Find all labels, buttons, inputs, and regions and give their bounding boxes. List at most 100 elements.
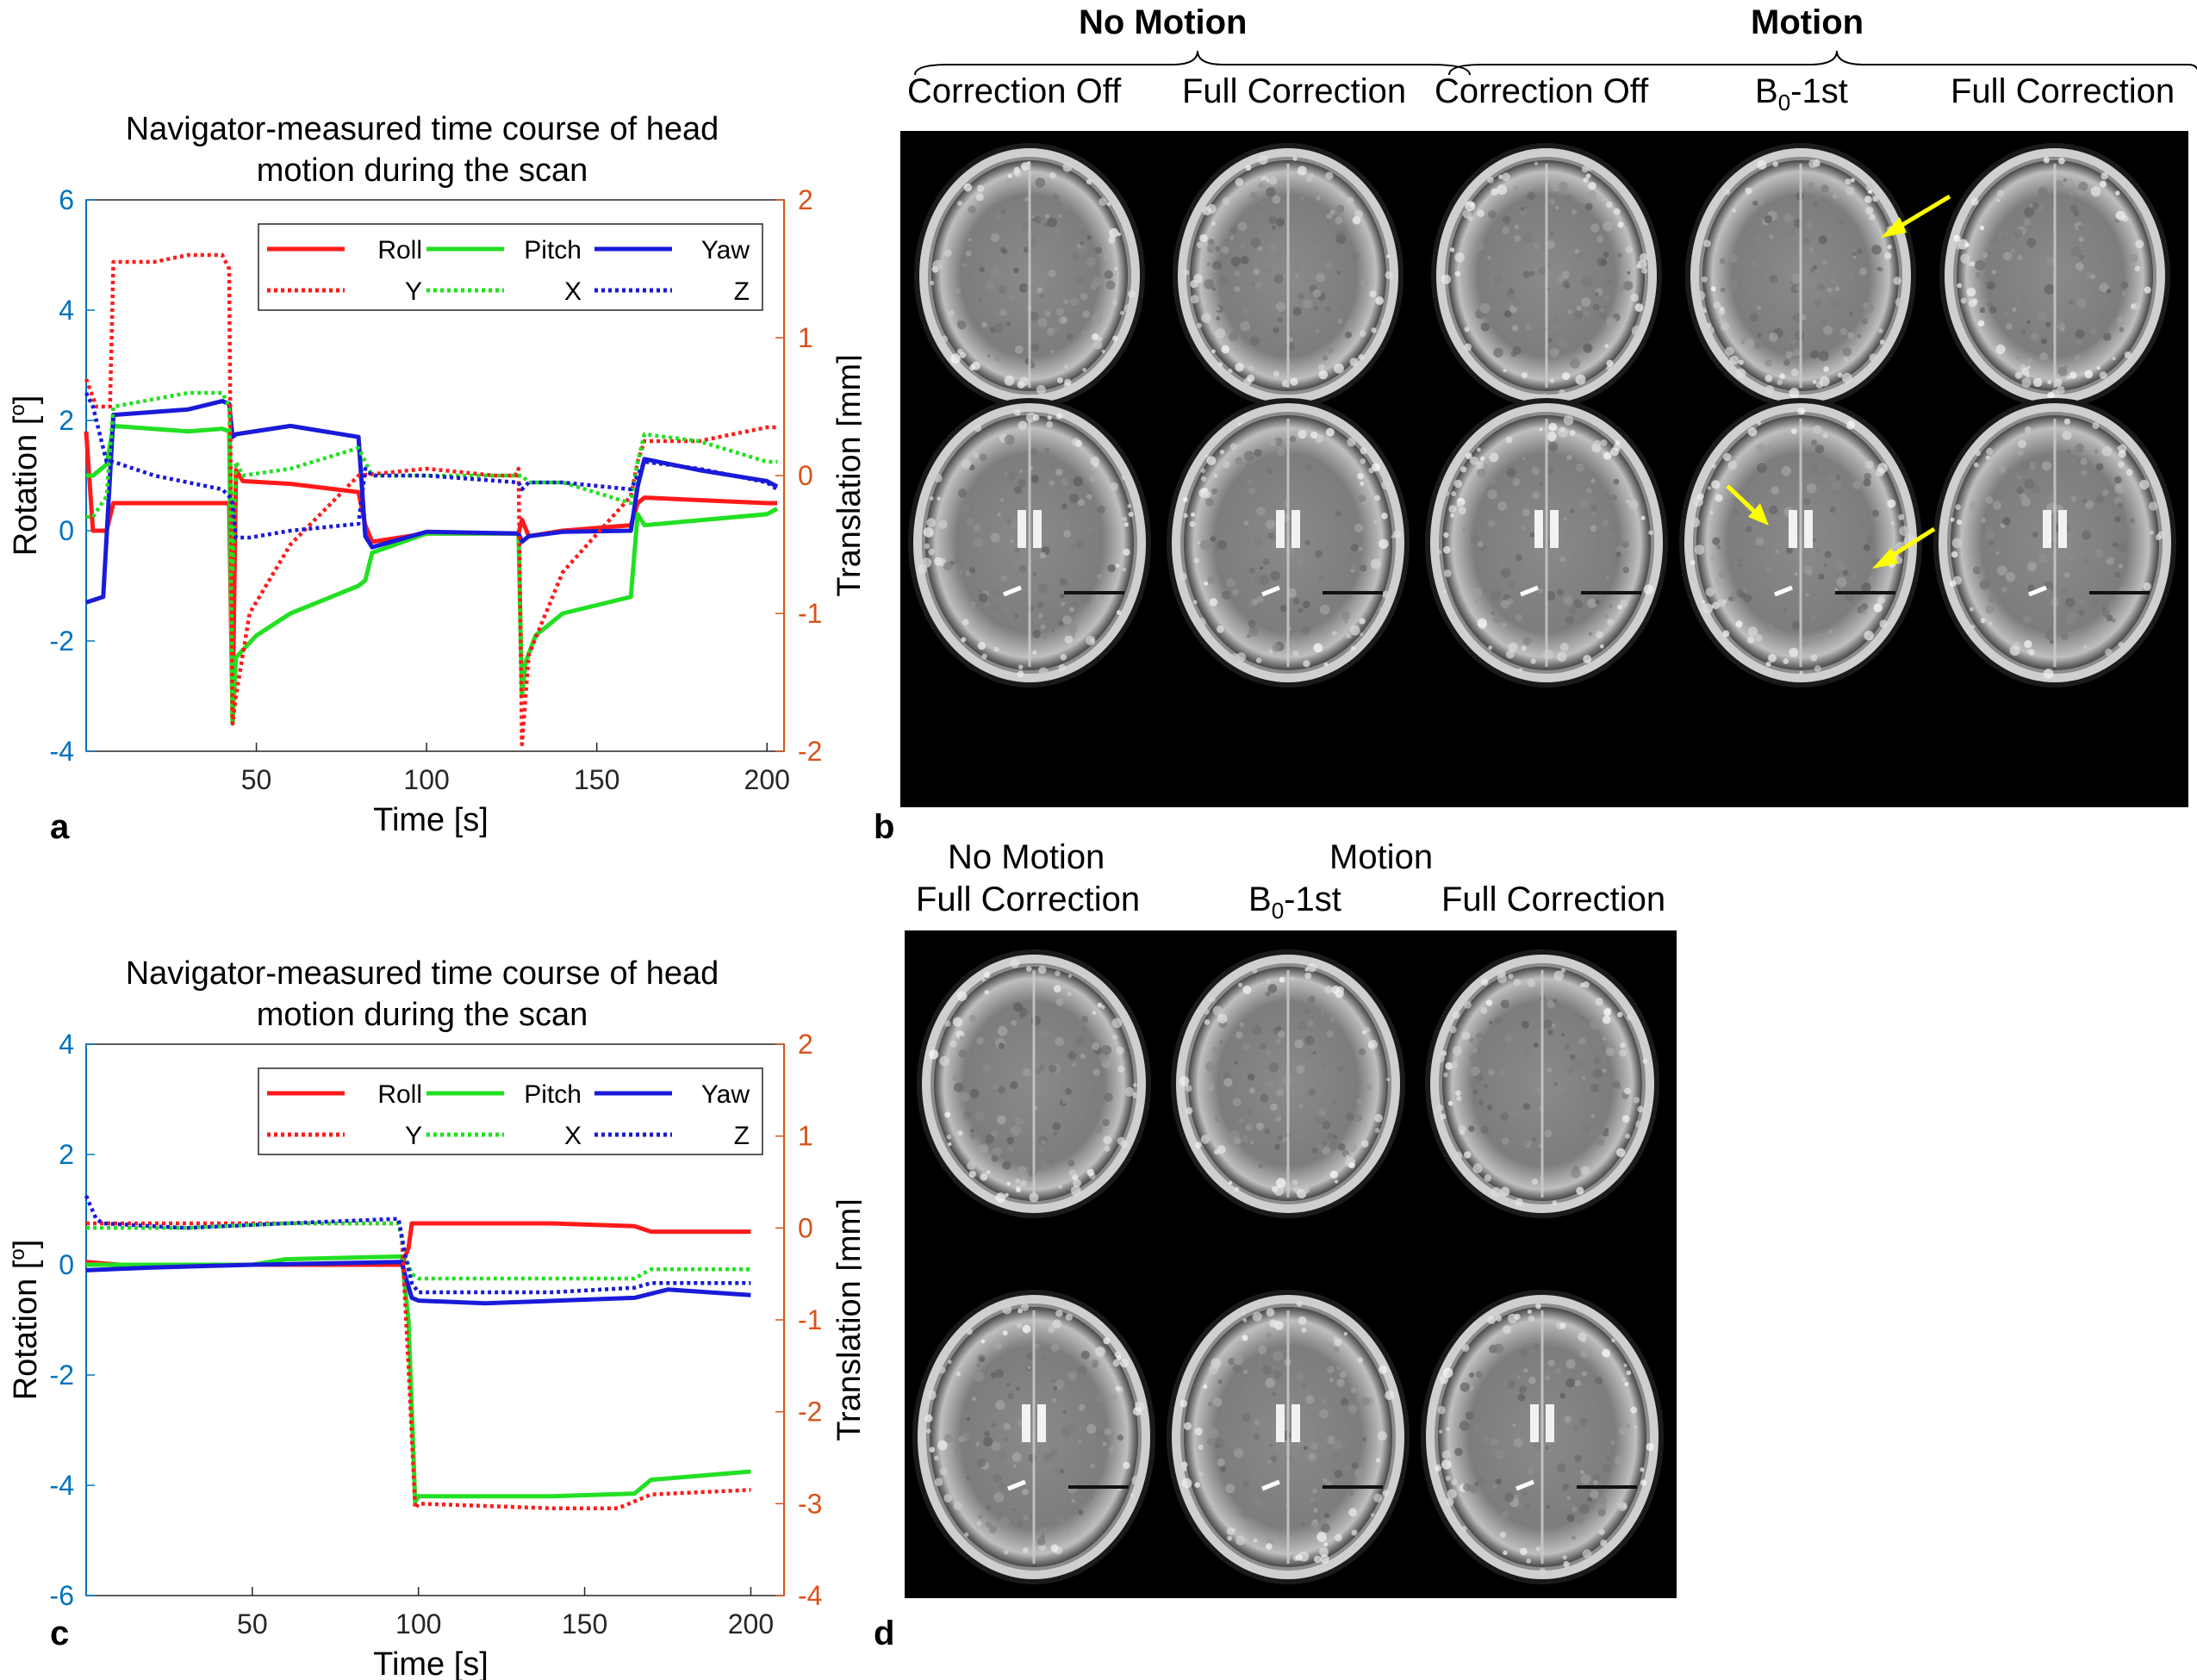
mri-brain-slice bbox=[908, 398, 1151, 688]
mri-brain-slice bbox=[1431, 143, 1662, 408]
col-label-correction-off-2: Correction Off bbox=[1435, 72, 1649, 110]
brace-no-motion bbox=[914, 50, 1471, 76]
y-left-tick-label: 6 bbox=[59, 184, 74, 215]
y-right-tick-label: -1 bbox=[798, 598, 822, 629]
y-left-axis-label: Rotation [o] bbox=[6, 395, 44, 557]
series-line-yaw-rotation bbox=[85, 399, 779, 605]
series-line-yaw-rotation bbox=[85, 1260, 751, 1306]
mri-brain-slice bbox=[1939, 143, 2170, 408]
panel-label-d: d bbox=[874, 1615, 895, 1652]
mri-brain-slice bbox=[917, 949, 1151, 1218]
x-axis-label: Time [s] bbox=[373, 802, 489, 838]
col-label-b0-1st: B0-1st bbox=[1755, 72, 1848, 115]
mri-brain-slice bbox=[1425, 398, 1668, 688]
legend-label: Y bbox=[405, 277, 422, 306]
y-left-tick-label: -6 bbox=[50, 1580, 74, 1611]
y-left-tick-label: 0 bbox=[59, 515, 74, 546]
y-right-tick-label: -4 bbox=[798, 1580, 822, 1611]
panel-d-mri-grid bbox=[905, 930, 1677, 1598]
col-label-full-correction-2: Full Correction bbox=[1951, 72, 2175, 110]
legend-box bbox=[258, 1067, 763, 1155]
legend-box bbox=[258, 223, 763, 311]
x-tick-label: 50 bbox=[237, 1608, 268, 1640]
mri-brain-slice bbox=[1167, 1290, 1410, 1584]
y-left-axis-label: Rotation [o] bbox=[6, 1240, 44, 1401]
legend-label: Yaw bbox=[701, 236, 750, 264]
mri-brain-slice bbox=[1933, 398, 2176, 688]
y-left-tick-label: 4 bbox=[59, 1029, 74, 1060]
chart-title-line: Navigator-measured time course of head bbox=[126, 111, 719, 147]
mri-brain-slice bbox=[1173, 143, 1403, 408]
mri-brain-slice bbox=[1167, 398, 1410, 688]
legend-label: X bbox=[564, 1122, 582, 1150]
y-right-axis-label: Translation [mm] bbox=[831, 1198, 862, 1441]
legend-label: X bbox=[564, 277, 582, 306]
chart-title-line: Navigator-measured time course of head bbox=[126, 955, 719, 992]
y-right-tick-label: 1 bbox=[798, 322, 813, 353]
y-right-tick-label: 0 bbox=[798, 460, 813, 491]
x-tick-label: 150 bbox=[574, 764, 619, 795]
brace-motion bbox=[1448, 50, 2197, 76]
mri-brain-slice bbox=[1421, 1290, 1664, 1584]
series-line-z-translation bbox=[84, 392, 779, 540]
mri-brain-slice bbox=[912, 1290, 1155, 1584]
y-left-tick-label: -2 bbox=[50, 1360, 74, 1391]
legend-label: Z bbox=[734, 277, 750, 306]
x-tick-label: 100 bbox=[403, 764, 449, 795]
y-right-tick-label: 0 bbox=[798, 1212, 813, 1243]
x-tick-label: 200 bbox=[728, 1608, 774, 1640]
panel-d-no-motion: No Motion bbox=[948, 838, 1105, 876]
panel-b-group-motion: Motion bbox=[1751, 3, 1864, 41]
panel-label-a: a bbox=[50, 808, 70, 846]
legend-label: Z bbox=[734, 1122, 750, 1150]
mri-brain-slice bbox=[1679, 398, 1922, 688]
panel-d-full-correction-1: Full Correction bbox=[916, 880, 1141, 918]
y-right-tick-label: -1 bbox=[798, 1304, 822, 1335]
mri-brain-slice bbox=[1685, 143, 1916, 408]
legend-label: Yaw bbox=[701, 1080, 750, 1109]
chart-c: Navigator-measured time course of head mo… bbox=[0, 844, 862, 1680]
y-left-tick-label: 2 bbox=[59, 1139, 74, 1170]
y-right-tick-label: -3 bbox=[798, 1488, 822, 1519]
y-left-tick-label: -4 bbox=[50, 1470, 74, 1501]
legend-label: Y bbox=[405, 1122, 422, 1150]
series-line-x-translation bbox=[86, 1221, 751, 1281]
series-line-pitch-rotation bbox=[86, 423, 779, 726]
x-axis-label: Time [s] bbox=[373, 1646, 489, 1680]
x-tick-label: 50 bbox=[241, 764, 272, 795]
y-right-tick-label: -2 bbox=[798, 1397, 822, 1428]
arrow-icon bbox=[1726, 484, 1769, 526]
panel-b-brains bbox=[908, 143, 2176, 688]
panel-b-group-no-motion: No Motion bbox=[1079, 3, 1248, 41]
arrow-icon bbox=[1881, 194, 1951, 238]
panel-label-b: b bbox=[874, 808, 895, 846]
panel-d-motion: Motion bbox=[1329, 838, 1434, 876]
panel-d-full-correction-2: Full Correction bbox=[1441, 880, 1666, 918]
y-right-tick-label: 2 bbox=[798, 1029, 813, 1060]
arrow-icon bbox=[1872, 526, 1936, 569]
legend-label: Roll bbox=[377, 236, 422, 264]
y-left-tick-label: -4 bbox=[50, 736, 74, 767]
series-line-z-translation bbox=[84, 1195, 751, 1295]
y-right-tick-label: -2 bbox=[798, 736, 822, 767]
chart-svg-c: Navigator-measured time course of head mo… bbox=[6, 955, 862, 1680]
col-label-correction-off-1: Correction Off bbox=[907, 72, 1122, 110]
y-left-tick-label: -2 bbox=[50, 625, 74, 656]
legend-label: Pitch bbox=[524, 236, 582, 264]
series-line-x-translation bbox=[86, 390, 778, 575]
legend-label: Roll bbox=[377, 1080, 422, 1109]
mri-brain-slice bbox=[914, 143, 1145, 408]
panel-d-b0-1st: B0-1st bbox=[1248, 880, 1341, 924]
y-right-axis-label: Translation [mm] bbox=[831, 354, 862, 597]
panel-b-mri-grid bbox=[900, 131, 2188, 807]
chart-title-line: motion during the scan bbox=[257, 152, 588, 189]
y-right-tick-label: 1 bbox=[798, 1121, 813, 1152]
series-line-y-translation bbox=[86, 1221, 751, 1510]
x-tick-label: 150 bbox=[562, 1608, 607, 1640]
x-tick-label: 100 bbox=[395, 1608, 441, 1640]
chart-a: Navigator-measured time course of head mo… bbox=[0, 0, 862, 844]
y-right-tick-label: 2 bbox=[798, 184, 813, 215]
chart-title-line: motion during the scan bbox=[257, 997, 588, 1033]
x-tick-label: 200 bbox=[744, 764, 790, 795]
y-left-tick-label: 2 bbox=[59, 405, 74, 436]
